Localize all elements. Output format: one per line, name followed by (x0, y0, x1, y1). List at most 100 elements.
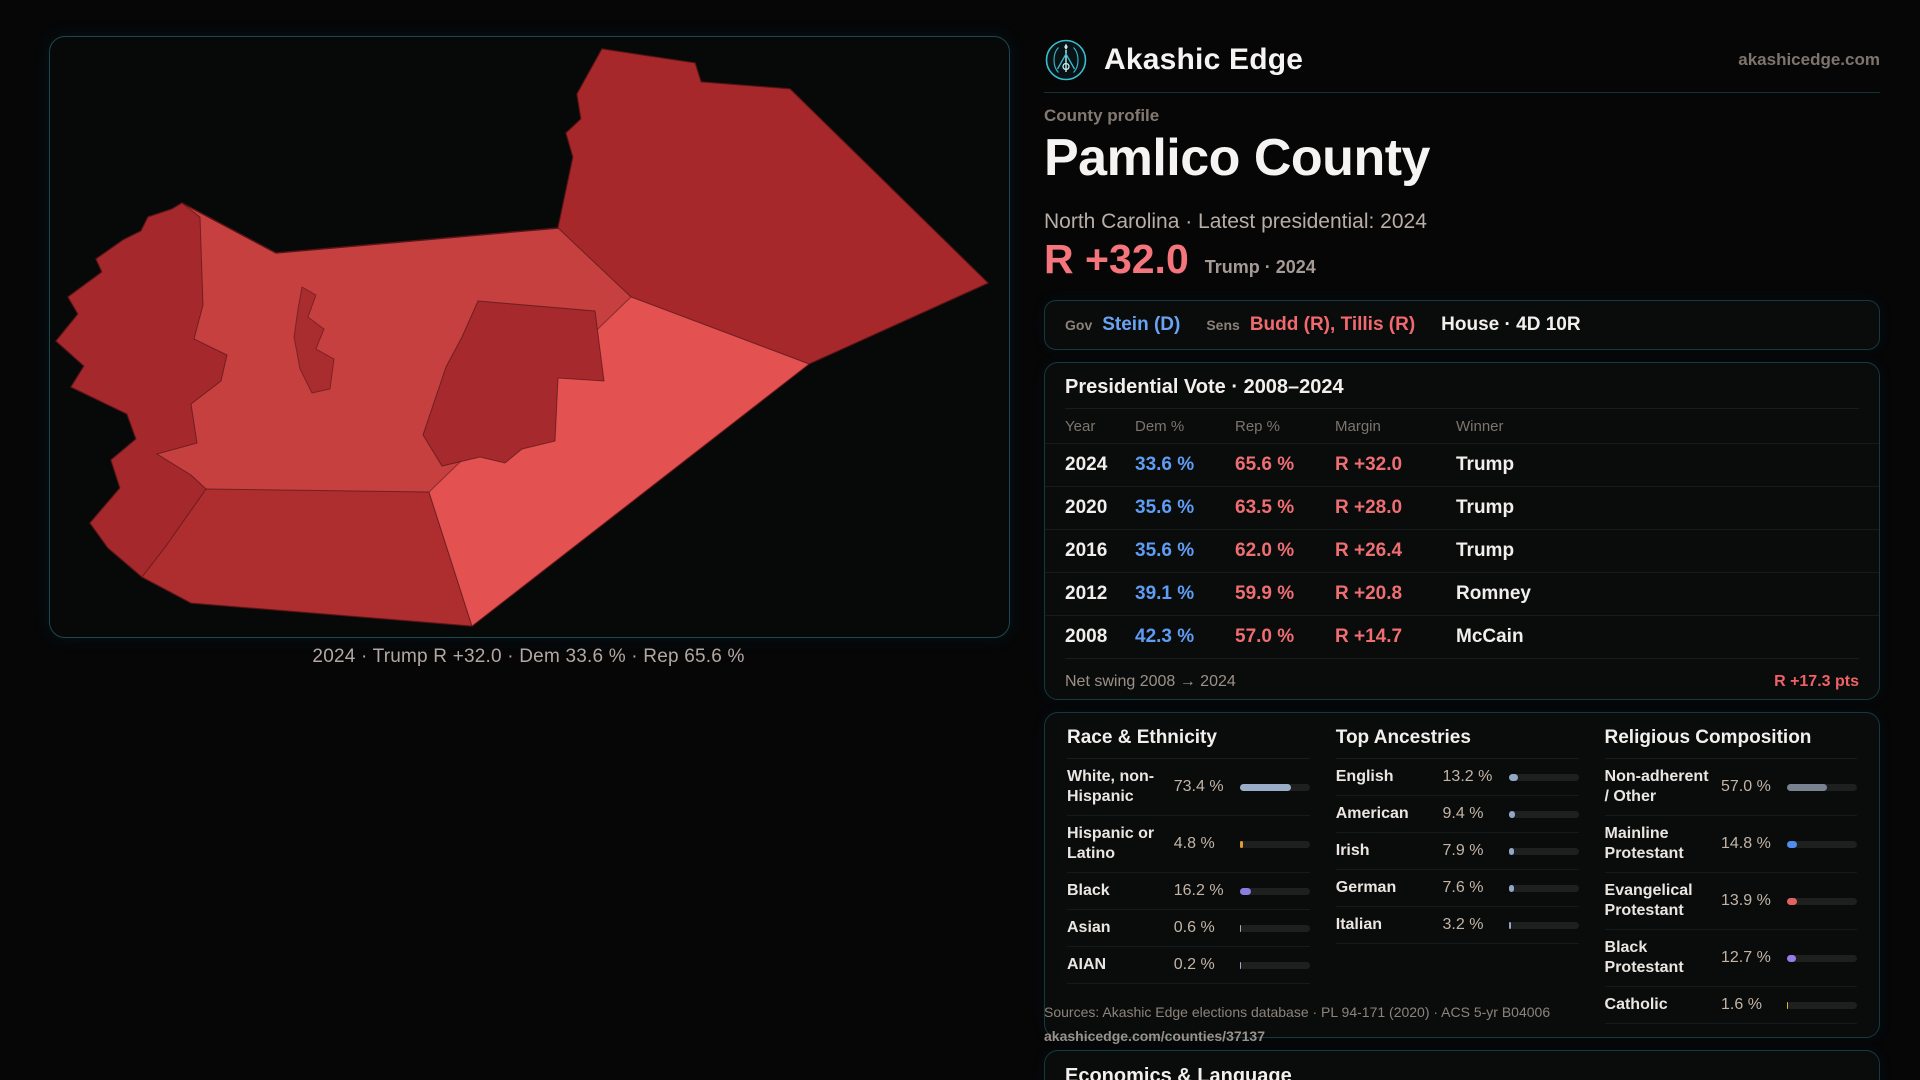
demo-value: 3.2 % (1442, 916, 1484, 933)
demo-value: 16.2 % (1173, 882, 1224, 899)
demo-label: Italian (1335, 916, 1382, 933)
county-map-card (49, 36, 1010, 638)
list-item: English 13.2 % (1335, 759, 1579, 796)
demo-bar (1508, 884, 1579, 892)
senators-value: Budd (R), Tillis (R) (1249, 314, 1416, 335)
demo-label: Black Protestant (1604, 939, 1684, 976)
list-item: Mainline Protestant 14.8 % (1604, 816, 1857, 873)
demo-label: White, non-Hispanic (1067, 768, 1155, 805)
map-caption: 2024 · Trump R +32.0 · Dem 33.6 % · Rep … (312, 646, 745, 667)
list-item: Evangelical Protestant 13.9 % (1604, 873, 1857, 930)
map-region-center-blob (422, 300, 605, 467)
dem-cell: 33.6 % (1135, 454, 1195, 475)
demo-label: Black (1067, 882, 1110, 899)
kicker: County profile (1044, 106, 1160, 125)
county-precinct-map[interactable] (50, 37, 1009, 637)
demo-value: 13.9 % (1721, 892, 1771, 909)
demo-label: Non-adherent / Other (1604, 768, 1709, 805)
year-cell: 2024 (1065, 454, 1108, 475)
demo-label: AIAN (1067, 956, 1107, 973)
presidential-vote-title: Presidential Vote · 2008–2024 (1065, 363, 1859, 409)
rep-cell: 63.5 % (1235, 497, 1295, 518)
site-domain-link[interactable]: akashicedge.com (1738, 50, 1880, 69)
headline-margin: R +32.0 Trump · 2024 (1044, 236, 1316, 283)
demo-bar (1239, 840, 1310, 848)
demo-value: 14.8 % (1721, 835, 1771, 852)
demo-bar (1508, 847, 1579, 855)
demo-value: 12.7 % (1721, 949, 1771, 966)
governor-value: Stein (D) (1102, 314, 1181, 335)
list-item: AIAN 0.2 % (1067, 947, 1310, 984)
net-swing-row: Net swing 2008 → 2024 R +17.3 pts (1065, 658, 1859, 705)
margin-cell: R +32.0 (1335, 454, 1403, 475)
map-region-fjord (293, 286, 335, 394)
ancestries-column: Top Ancestries English 13.2 % American 9… (1335, 713, 1579, 1037)
demo-label: Asian (1067, 919, 1111, 936)
list-item: Black Protestant 12.7 % (1604, 930, 1857, 987)
demo-label: Irish (1335, 842, 1370, 859)
list-item: Hispanic or Latino 4.8 % (1067, 816, 1310, 873)
list-item: Italian 3.2 % (1335, 907, 1579, 944)
col-year: Year (1065, 417, 1096, 435)
margin-cell: R +20.8 (1335, 583, 1403, 604)
demo-value: 7.6 % (1442, 879, 1484, 896)
list-item: White, non-Hispanic 73.4 % (1067, 759, 1310, 816)
table-row: 2020 35.6 % 63.5 % R +28.0 Trump (1045, 486, 1879, 529)
demo-value: 0.2 % (1173, 956, 1215, 973)
demo-bar (1239, 924, 1310, 932)
demo-value: 1.6 % (1721, 996, 1762, 1013)
religion-title: Religious Composition (1604, 713, 1857, 759)
winner-cell: McCain (1456, 626, 1524, 647)
net-swing-value: R +17.3 pts (1774, 673, 1859, 690)
year-cell: 2020 (1065, 497, 1108, 518)
rep-cell: 62.0 % (1235, 540, 1295, 561)
rep-cell: 57.0 % (1235, 626, 1295, 647)
demo-bar (1508, 773, 1579, 781)
demo-bar (1508, 921, 1579, 929)
table-header-row: Year Dem % Rep % Margin Winner (1045, 409, 1879, 443)
permalink[interactable]: akashicedge.com/counties/37137 (1044, 1028, 1265, 1044)
margin-context: Trump · 2024 (1204, 257, 1316, 277)
brand: Akashic Edge (1044, 38, 1303, 82)
demo-bar (1787, 954, 1857, 962)
dem-cell: 39.1 % (1135, 583, 1195, 604)
col-rep: Rep % (1235, 417, 1281, 435)
demo-bar (1239, 961, 1310, 969)
list-item: German 7.6 % (1335, 870, 1579, 907)
demo-label: American (1335, 805, 1409, 822)
list-item: Catholic 1.6 % (1604, 987, 1857, 1024)
margin-cell: R +14.7 (1335, 626, 1403, 647)
margin-value: R +32.0 (1044, 236, 1189, 282)
margin-cell: R +28.0 (1335, 497, 1403, 518)
demo-label: Hispanic or Latino (1067, 825, 1155, 862)
demo-bar (1787, 1001, 1857, 1009)
col-winner: Winner (1456, 417, 1504, 435)
gov-label: Gov (1065, 317, 1093, 333)
subtitle: North Carolina · Latest presidential: 20… (1044, 210, 1427, 233)
demo-label: Evangelical Protestant (1604, 882, 1693, 919)
winner-cell: Romney (1456, 583, 1531, 604)
demo-value: 7.9 % (1442, 842, 1484, 859)
list-item: Irish 7.9 % (1335, 833, 1579, 870)
margin-cell: R +26.4 (1335, 540, 1403, 561)
winner-cell: Trump (1456, 540, 1515, 561)
demo-value: 0.6 % (1173, 919, 1215, 936)
demo-bar (1787, 783, 1857, 791)
demo-bar (1239, 887, 1310, 895)
presidential-vote-card: Presidential Vote · 2008–2024 Year Dem %… (1044, 362, 1880, 700)
demo-label: Mainline Protestant (1604, 825, 1684, 862)
demo-bar (1239, 783, 1310, 791)
demographics-card: Race & Ethnicity White, non-Hispanic 73.… (1044, 712, 1880, 1038)
demo-value: 57.0 % (1721, 778, 1771, 795)
race-ethnicity-column: Race & Ethnicity White, non-Hispanic 73.… (1067, 713, 1310, 1037)
table-row: 2008 42.3 % 57.0 % R +14.7 McCain (1045, 615, 1879, 658)
table-row: 2012 39.1 % 59.9 % R +20.8 Romney (1045, 572, 1879, 615)
economics-language-card: Economics & Language (1044, 1050, 1880, 1080)
demo-value: 73.4 % (1173, 778, 1224, 795)
dem-cell: 35.6 % (1135, 497, 1195, 518)
sens-label: Sens (1206, 317, 1240, 333)
col-margin: Margin (1335, 417, 1381, 435)
site-header: Akashic Edge akashicedge.com (1044, 28, 1880, 93)
page-title: Pamlico County (1044, 129, 1430, 187)
race-ethnicity-title: Race & Ethnicity (1067, 713, 1310, 759)
